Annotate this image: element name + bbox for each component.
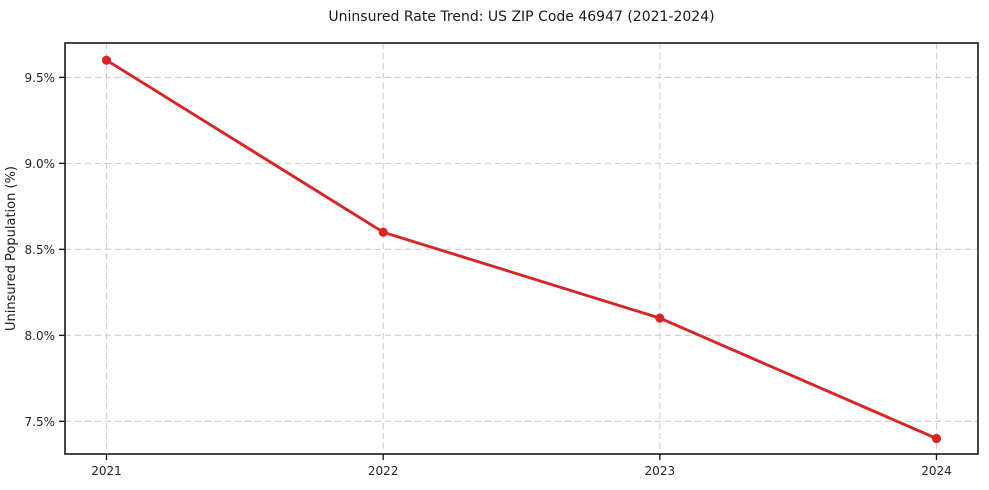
trend-line <box>105 58 938 440</box>
y-axis-label: Uninsured Population (%) <box>4 166 19 331</box>
x-tick-label: 2024 <box>921 464 952 478</box>
data-point-2021 <box>101 55 112 65</box>
plot-border <box>64 42 979 455</box>
x-tick-label: 2021 <box>91 464 122 478</box>
y-tick-label: 7.5% <box>25 415 56 429</box>
y-tick-label: 8.0% <box>25 329 56 343</box>
data-point-2024 <box>931 433 942 444</box>
chart-title: Uninsured Rate Trend: US ZIP Code 46947 … <box>328 9 715 25</box>
y-tick-label: 9.5% <box>25 71 56 85</box>
x-tick-label: 2022 <box>368 464 399 478</box>
x-tick-label: 2023 <box>645 464 676 478</box>
tick-labels: 7.5% 8.0% 8.5% 9.0% 9.5% 2021 2022 2023 2024 <box>25 71 952 478</box>
data-point-2022 <box>378 227 388 237</box>
axes <box>59 42 979 460</box>
series-layer <box>101 55 942 444</box>
data-point-2023 <box>655 313 665 323</box>
y-tick-label: 9.0% <box>25 157 56 171</box>
y-tick-label: 8.5% <box>25 243 56 257</box>
gridlines <box>65 43 978 454</box>
